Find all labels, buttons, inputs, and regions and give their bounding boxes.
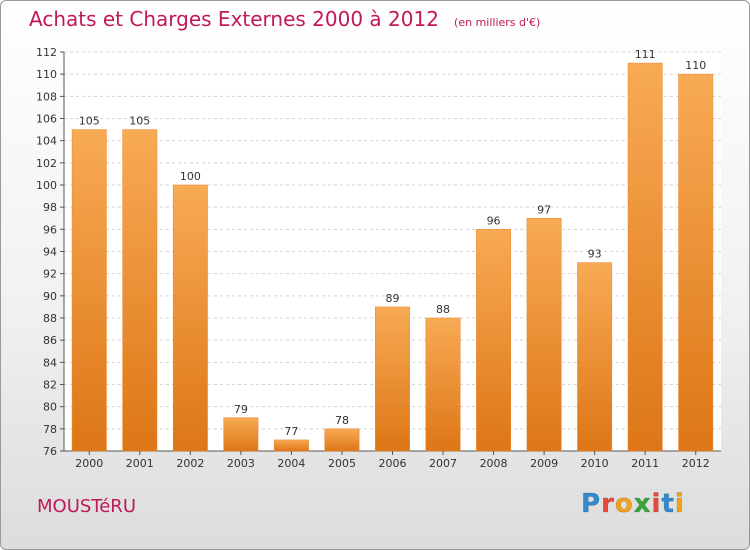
y-tick-label: 76 <box>43 445 57 458</box>
data-label: 79 <box>234 403 248 416</box>
logo-letter: i <box>651 489 662 520</box>
data-label: 110 <box>685 59 706 72</box>
x-tick-label: 2002 <box>176 457 204 470</box>
x-tick-label: 2008 <box>480 457 508 470</box>
logo-letter: t <box>661 489 675 520</box>
bar <box>678 73 714 452</box>
proxiti-logo: Proxiti <box>581 489 685 520</box>
y-tick-label: 80 <box>43 401 57 414</box>
data-label: 105 <box>79 115 100 128</box>
data-label: 100 <box>180 170 201 183</box>
bar <box>172 184 208 452</box>
x-tick-label: 2006 <box>379 457 407 470</box>
y-tick-label: 82 <box>43 379 57 392</box>
y-tick-label: 108 <box>36 90 57 103</box>
bar <box>122 129 158 452</box>
bar <box>375 306 410 452</box>
data-label: 89 <box>386 292 400 305</box>
place-name: MOUSTéRU <box>37 496 136 517</box>
chart-subtitle: (en milliers d'€) <box>454 16 541 29</box>
data-label: 111 <box>635 48 656 61</box>
bar <box>425 317 461 452</box>
y-tick-label: 90 <box>43 290 57 303</box>
bar <box>526 218 562 452</box>
y-tick-label: 84 <box>43 356 57 369</box>
y-tick-label: 98 <box>43 201 57 214</box>
logo-letter: o <box>614 489 634 520</box>
y-tick-label: 110 <box>36 68 57 81</box>
x-tick-label: 2012 <box>682 457 710 470</box>
x-tick-label: 2005 <box>328 457 356 470</box>
x-tick-label: 2011 <box>631 457 659 470</box>
y-tick-label: 104 <box>36 135 57 148</box>
bar <box>627 62 663 452</box>
y-tick-label: 102 <box>36 157 57 170</box>
x-tick-label: 2004 <box>277 457 305 470</box>
logo-letter: P <box>581 489 602 520</box>
y-tick-label: 96 <box>43 223 57 236</box>
data-label: 96 <box>487 214 501 227</box>
y-tick-label: 106 <box>36 113 57 126</box>
y-tick-label: 86 <box>43 334 57 347</box>
bar <box>577 262 613 452</box>
data-label: 97 <box>537 203 551 216</box>
bar <box>71 129 107 452</box>
x-tick-label: 2000 <box>75 457 103 470</box>
bar <box>324 428 360 452</box>
bar <box>476 229 512 452</box>
y-tick-label: 88 <box>43 312 57 325</box>
data-label: 93 <box>588 248 602 261</box>
logo-letter: r <box>601 489 615 520</box>
logo-letter: x <box>633 489 652 520</box>
bar <box>273 439 309 452</box>
data-label: 77 <box>284 425 298 438</box>
y-tick-label: 100 <box>36 179 57 192</box>
data-label: 88 <box>436 303 450 316</box>
chart-title: Achats et Charges Externes 2000 à 2012 <box>29 7 439 31</box>
data-label: 105 <box>129 115 150 128</box>
y-tick-label: 78 <box>43 423 57 436</box>
y-tick-label: 112 <box>36 46 57 59</box>
data-label: 78 <box>335 414 349 427</box>
bar <box>223 417 259 452</box>
x-tick-label: 2009 <box>530 457 558 470</box>
chart-title-block: Achats et Charges Externes 2000 à 2012 (… <box>29 7 540 31</box>
logo-letter: i <box>674 489 685 520</box>
x-tick-label: 2001 <box>126 457 154 470</box>
x-tick-label: 2010 <box>581 457 609 470</box>
x-tick-label: 2003 <box>227 457 255 470</box>
y-tick-label: 92 <box>43 268 57 281</box>
y-tick-label: 94 <box>43 246 57 259</box>
x-tick-label: 2007 <box>429 457 457 470</box>
